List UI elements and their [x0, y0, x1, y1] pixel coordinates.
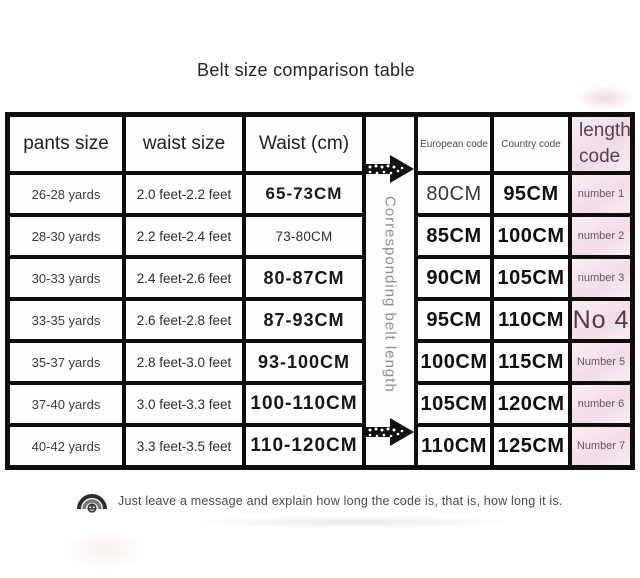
- watermark-smudge: [190, 515, 520, 529]
- table-cell-waist-size: 2.2 feet-2.4 feet: [126, 217, 242, 255]
- voice-message-icon: [77, 494, 107, 513]
- table-cell-length-code: No 4: [572, 301, 630, 339]
- table-cell-european-code: 95CM: [418, 301, 490, 339]
- table-cell-pants-size: 30-33 yards: [10, 259, 122, 297]
- header-pants-size: pants size: [10, 117, 122, 171]
- table-cell-european-code: 110CM: [418, 427, 490, 465]
- table-cell-european-code: 105CM: [418, 385, 490, 423]
- table-cell-waist-cm: 80-87CM: [246, 259, 362, 297]
- table-cell-country-code: 110CM: [494, 301, 568, 339]
- table-cell-pants-size: 28-30 yards: [10, 217, 122, 255]
- table-cell-waist-size: 2.8 feet-3.0 feet: [126, 343, 242, 381]
- corresponding-belt-length-column: Corresponding belt length: [366, 117, 414, 465]
- page-title: Belt size comparison table: [197, 60, 415, 80]
- table-cell-length-code: Number 5: [572, 343, 630, 381]
- belt-size-table: pants size waist size Waist (cm) Europea…: [5, 112, 635, 470]
- table-cell-waist-cm: 65-73CM: [246, 175, 362, 213]
- table-cell-length-code: number 2: [572, 217, 630, 255]
- table-cell-waist-size: 3.3 feet-3.5 feet: [126, 427, 242, 465]
- table-cell-country-code: 120CM: [494, 385, 568, 423]
- footer-note-text: Just leave a message and explain how lon…: [118, 493, 563, 508]
- table-cell-country-code: 105CM: [494, 259, 568, 297]
- right-arrow-icon: [366, 418, 414, 446]
- table-cell-waist-size: 2.4 feet-2.6 feet: [126, 259, 242, 297]
- footer-note: Just leave a message and explain how lon…: [77, 487, 563, 514]
- table-cell-country-code: 125CM: [494, 427, 568, 465]
- table-cell-length-code: number 1: [572, 175, 630, 213]
- table-cell-european-code: 90CM: [418, 259, 490, 297]
- watermark-smudge: [575, 85, 635, 111]
- table-cell-waist-cm: 93-100CM: [246, 343, 362, 381]
- table-cell-pants-size: 26-28 yards: [10, 175, 122, 213]
- header-waist-size: waist size: [126, 117, 242, 171]
- table-cell-country-code: 95CM: [494, 175, 568, 213]
- table-cell-waist-cm: 110-120CM: [246, 427, 362, 465]
- table-cell-length-code: number 6: [572, 385, 630, 423]
- table-cell-waist-cm: 73-80CM: [246, 217, 362, 255]
- table-cell-waist-cm: 87-93CM: [246, 301, 362, 339]
- table-cell-country-code: 100CM: [494, 217, 568, 255]
- table-cell-pants-size: 35-37 yards: [10, 343, 122, 381]
- corresponding-belt-length-label: Corresponding belt length: [381, 195, 399, 393]
- table-cell-pants-size: 40-42 yards: [10, 427, 122, 465]
- header-waist-cm: Waist (cm): [246, 117, 362, 171]
- table-cell-european-code: 100CM: [418, 343, 490, 381]
- table-cell-european-code: 80CM: [418, 175, 490, 213]
- table-cell-length-code: Number 7: [572, 427, 630, 465]
- table-cell-waist-size: 2.0 feet-2.2 feet: [126, 175, 242, 213]
- header-length-code: length code: [572, 117, 630, 171]
- table-cell-length-code: number 3: [572, 259, 630, 297]
- header-country-code: Country code: [494, 117, 568, 171]
- table-cell-pants-size: 33-35 yards: [10, 301, 122, 339]
- table-cell-waist-size: 2.6 feet-2.8 feet: [126, 301, 242, 339]
- table-cell-waist-size: 3.0 feet-3.3 feet: [126, 385, 242, 423]
- right-arrow-icon: [366, 155, 414, 183]
- watermark-smudge: [60, 530, 150, 570]
- header-european-code: European code: [418, 117, 490, 171]
- table-cell-european-code: 85CM: [418, 217, 490, 255]
- table-cell-waist-cm: 100-110CM: [246, 385, 362, 423]
- table-cell-pants-size: 37-40 yards: [10, 385, 122, 423]
- table-cell-country-code: 115CM: [494, 343, 568, 381]
